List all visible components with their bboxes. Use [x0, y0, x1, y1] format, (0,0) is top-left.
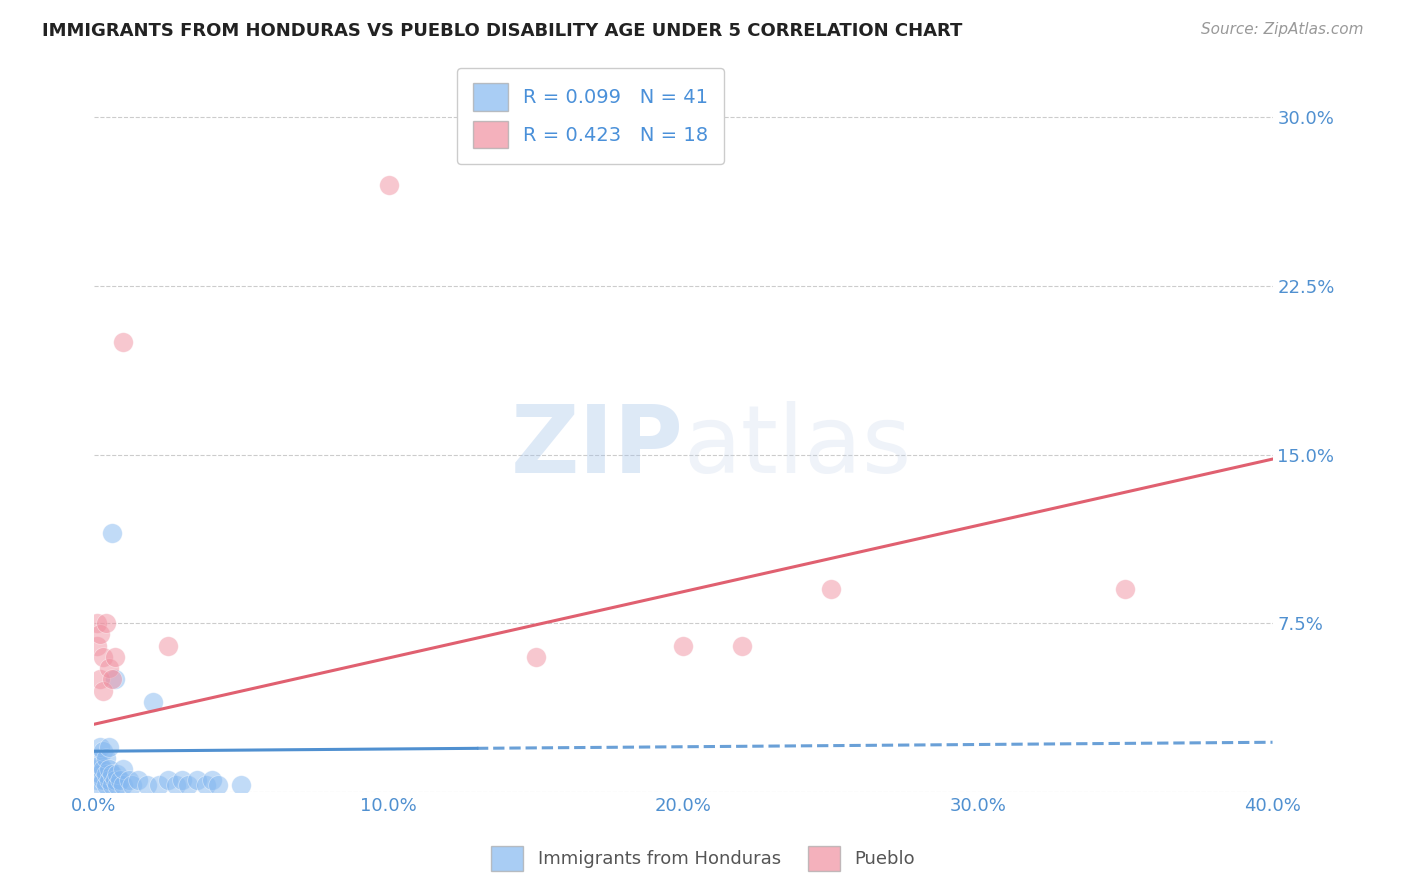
Point [186, 773, 208, 788]
Point [86, 773, 108, 788]
Legend: R = 0.099   N = 41, R = 0.423   N = 18: R = 0.099 N = 41, R = 0.423 N = 18 [457, 68, 724, 164]
Point [112, 778, 135, 792]
Point [148, 778, 170, 792]
Point [89, 766, 111, 780]
Point [89, 627, 111, 641]
Point [820, 582, 842, 597]
Point [107, 766, 129, 780]
Point [91, 744, 114, 758]
Point [89, 778, 111, 792]
Point [94, 616, 117, 631]
Point [97, 739, 120, 754]
Point [91, 773, 114, 788]
Point [207, 778, 229, 792]
Point [89, 757, 111, 772]
Point [112, 762, 135, 776]
Point [86, 639, 108, 653]
Point [136, 778, 159, 792]
Point [94, 751, 117, 765]
Point [107, 778, 129, 792]
Point [91, 649, 114, 664]
Point [672, 639, 695, 653]
Point [86, 751, 108, 765]
Point [731, 639, 754, 653]
Point [97, 773, 120, 788]
Point [201, 773, 224, 788]
Point [118, 773, 141, 788]
Point [231, 778, 253, 792]
Point [156, 639, 179, 653]
Point [377, 178, 399, 192]
Point [172, 773, 194, 788]
Point [91, 762, 114, 776]
Point [97, 661, 120, 675]
Point [112, 335, 135, 350]
Point [97, 762, 120, 776]
Point [177, 778, 200, 792]
Text: IMMIGRANTS FROM HONDURAS VS PUEBLO DISABILITY AGE UNDER 5 CORRELATION CHART: IMMIGRANTS FROM HONDURAS VS PUEBLO DISAB… [42, 22, 963, 40]
Point [89, 739, 111, 754]
Point [91, 683, 114, 698]
Point [94, 778, 117, 792]
Point [94, 766, 117, 780]
Point [1114, 582, 1136, 597]
Point [156, 773, 179, 788]
Point [127, 773, 149, 788]
Point [100, 766, 122, 780]
Point [103, 773, 125, 788]
Point [165, 778, 187, 792]
Legend: Immigrants from Honduras, Pueblo: Immigrants from Honduras, Pueblo [484, 838, 922, 879]
Point [86, 616, 108, 631]
Point [142, 695, 165, 709]
Point [100, 526, 122, 541]
Point [100, 778, 122, 792]
Text: ZIP: ZIP [510, 401, 683, 492]
Point [194, 778, 217, 792]
Text: atlas: atlas [683, 401, 911, 492]
Text: Source: ZipAtlas.com: Source: ZipAtlas.com [1201, 22, 1364, 37]
Point [110, 773, 132, 788]
Point [100, 673, 122, 687]
Point [121, 778, 143, 792]
Point [86, 762, 108, 776]
Point [103, 649, 125, 664]
Point [524, 649, 547, 664]
Point [89, 673, 111, 687]
Point [103, 673, 125, 687]
